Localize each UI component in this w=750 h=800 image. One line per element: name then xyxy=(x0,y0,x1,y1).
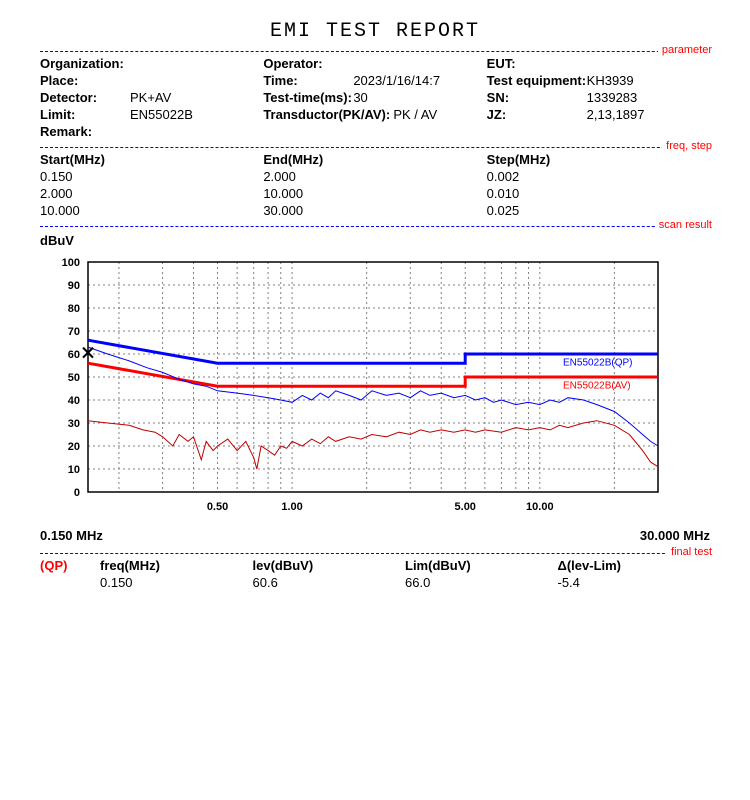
emi-chart: 0 10 20 30 40 50 60 70 80 90 100 0.50 1.00 5.00 10.00 E… xyxy=(40,252,680,522)
info-grid: Organization: Operator: EUT: Place: Time… xyxy=(40,56,710,139)
chart-ylabel: dBuV xyxy=(40,233,710,248)
svg-text:100: 100 xyxy=(62,257,80,269)
freq-header-start: Start(MHz) xyxy=(40,152,263,167)
svg-text:5.00: 5.00 xyxy=(455,501,476,513)
svg-text:0: 0 xyxy=(74,487,80,499)
final-cell: 66.0 xyxy=(405,575,558,590)
svg-text:70: 70 xyxy=(68,326,80,338)
svg-text:50: 50 xyxy=(68,372,80,384)
info-test-equipment: Test equipment:KH3939 xyxy=(487,73,710,88)
divider-scan-result: scan result xyxy=(40,226,710,227)
divider-final-test: final test xyxy=(40,553,710,554)
info-time: Time:2023/1/16/14:7 xyxy=(263,73,486,88)
svg-text:10: 10 xyxy=(68,464,80,476)
svg-text:90: 90 xyxy=(68,280,80,292)
svg-text:10.00: 10.00 xyxy=(526,501,554,513)
section-label-freq-step: freq, step xyxy=(662,140,712,152)
svg-text:40: 40 xyxy=(68,395,80,407)
svg-text:0.50: 0.50 xyxy=(207,501,228,513)
final-qp-label: (QP) xyxy=(40,558,100,573)
svg-text:30: 30 xyxy=(68,418,80,430)
xaxis-end-label: 30.000 MHz xyxy=(640,528,710,543)
svg-text:1.00: 1.00 xyxy=(281,501,302,513)
info-detector: Detector:PK+AV xyxy=(40,90,263,105)
info-transductor: Transductor(PK/AV):PK / AV xyxy=(263,107,486,122)
section-label-scan-result: scan result xyxy=(655,219,712,231)
info-organization: Organization: xyxy=(40,56,263,71)
svg-text:EN55022B(QP): EN55022B(QP) xyxy=(563,358,632,369)
final-header-lim: Lim(dBuV) xyxy=(405,558,558,573)
final-header-lev: lev(dBuV) xyxy=(253,558,406,573)
freq-cell: 30.000 xyxy=(263,203,486,218)
info-remark: Remark: xyxy=(40,124,263,139)
info-limit: Limit:EN55022B xyxy=(40,107,263,122)
info-jz: JZ:2,13,1897 xyxy=(487,107,710,122)
freq-cell: 10.000 xyxy=(40,203,263,218)
info-place: Place: xyxy=(40,73,263,88)
freq-cell: 0.002 xyxy=(487,169,710,184)
freq-header-end: End(MHz) xyxy=(263,152,486,167)
final-cell: -5.4 xyxy=(558,575,711,590)
freq-cell: 2.000 xyxy=(40,186,263,201)
divider-freq-step: freq, step xyxy=(40,147,710,148)
section-label-parameter: parameter xyxy=(658,44,712,56)
freq-cell: 0.010 xyxy=(487,186,710,201)
info-eut: EUT: xyxy=(487,56,710,71)
svg-text:EN55022B(AV): EN55022B(AV) xyxy=(563,381,631,392)
freq-table: Start(MHz) End(MHz) Step(MHz) 0.150 2.00… xyxy=(40,152,710,218)
freq-header-step: Step(MHz) xyxy=(487,152,710,167)
section-label-final-test: final test xyxy=(667,546,712,558)
svg-text:60: 60 xyxy=(68,349,80,361)
divider-parameter: parameter xyxy=(40,51,710,52)
xaxis-start-label: 0.150 MHz xyxy=(40,528,103,543)
freq-cell: 0.150 xyxy=(40,169,263,184)
final-header-delta: Δ(lev-Lim) xyxy=(558,558,711,573)
freq-cell: 2.000 xyxy=(263,169,486,184)
freq-cell: 0.025 xyxy=(487,203,710,218)
info-operator: Operator: xyxy=(263,56,486,71)
final-header-freq: freq(MHz) xyxy=(100,558,253,573)
final-table: (QP) freq(MHz) lev(dBuV) Lim(dBuV) Δ(lev… xyxy=(40,558,710,590)
svg-text:20: 20 xyxy=(68,441,80,453)
svg-text:80: 80 xyxy=(68,303,80,315)
final-cell: 0.150 xyxy=(100,575,253,590)
final-cell: 60.6 xyxy=(253,575,406,590)
info-sn: SN:1339283 xyxy=(487,90,710,105)
info-test-time: Test-time(ms):30 xyxy=(263,90,486,105)
freq-cell: 10.000 xyxy=(263,186,486,201)
page-title: EMI TEST REPORT xyxy=(0,0,750,51)
